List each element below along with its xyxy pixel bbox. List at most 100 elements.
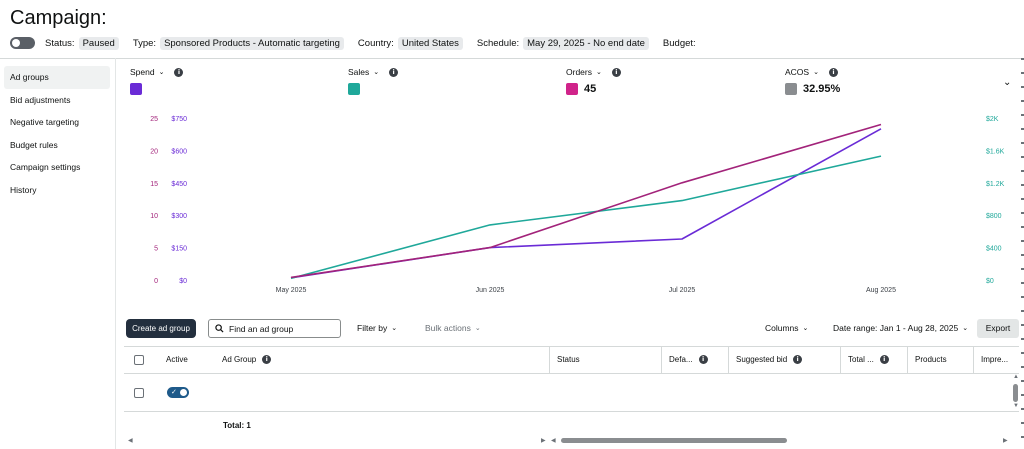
chevron-down-icon[interactable]: ⌄ — [813, 69, 819, 76]
page-scroll-track[interactable] — [1021, 58, 1024, 449]
scroll-right-arrow[interactable]: ▶ — [541, 438, 546, 444]
chevron-down-icon[interactable]: ⌄ — [158, 69, 165, 76]
bulk-actions-dropdown[interactable]: Bulk actions ⌄ — [425, 323, 481, 333]
y-axis-tick-label-orders: 15 — [150, 181, 158, 188]
column-divider — [661, 347, 662, 373]
column-header-status[interactable]: Status — [557, 355, 580, 364]
column-header-suggested-bid-label: Suggested bid — [736, 355, 788, 364]
header-divider — [0, 58, 1024, 59]
info-icon[interactable]: i — [879, 355, 889, 364]
chevron-down-icon: ⌄ — [962, 325, 969, 332]
info-icon[interactable]: i — [793, 355, 803, 364]
metric-spend-selector[interactable]: Spend — [130, 67, 155, 77]
column-divider — [840, 347, 841, 373]
y-axis-tick-label-spend: $300 — [171, 213, 187, 220]
schedule-value: May 29, 2025 - No end date — [523, 36, 649, 50]
search-input[interactable] — [229, 323, 339, 334]
filter-by-dropdown[interactable]: Filter by ⌄ — [357, 323, 397, 333]
column-header-active[interactable]: Active — [166, 355, 188, 364]
column-header-ad-group[interactable]: Ad Group i — [222, 355, 272, 364]
y-axis-tick-label-sales: $0 — [986, 278, 994, 285]
chevron-down-icon[interactable]: ⌄ — [1003, 77, 1012, 88]
type-value: Sponsored Products - Automatic targeting — [160, 36, 344, 50]
y-axis-tick-label-orders: 5 — [154, 246, 158, 253]
schedule-label: Schedule: — [476, 37, 520, 49]
sidebar: Ad groups Bid adjustments Negative targe… — [4, 66, 110, 201]
sidebar-item-bid-adjustments[interactable]: Bid adjustments — [10, 94, 71, 105]
column-header-default-bid-label: Defa... — [669, 355, 693, 364]
campaign-status-toggle[interactable] — [10, 37, 35, 49]
sidebar-item-ad-groups[interactable]: Ad groups — [4, 66, 110, 89]
column-divider — [549, 347, 550, 373]
scroll-left-arrow[interactable]: ◀ — [551, 438, 556, 444]
column-header-total-label: Total ... — [848, 355, 874, 364]
scroll-right-arrow[interactable]: ▶ — [1003, 438, 1008, 444]
scroll-left-arrow[interactable]: ◀ — [128, 438, 133, 444]
vertical-scrollbar-thumb[interactable] — [1013, 384, 1018, 402]
search-box — [208, 319, 341, 338]
country-label: Country: — [357, 37, 394, 49]
create-ad-group-button[interactable]: Create ad group — [126, 319, 196, 338]
table-total: Total: 1 — [223, 421, 251, 430]
metric-sales-selector[interactable]: Sales — [348, 67, 370, 77]
table-top-border — [124, 346, 1019, 347]
metric-sales: Sales ⌄ i — [348, 67, 399, 95]
sidebar-divider — [115, 58, 116, 449]
info-icon[interactable]: i — [174, 67, 184, 77]
metric-spend: Spend ⌄ i — [130, 67, 184, 95]
export-button[interactable]: Export — [977, 319, 1019, 338]
chevron-down-icon: ⌄ — [474, 325, 481, 332]
metric-orders-value: 45 — [584, 83, 597, 95]
y-axis-tick-label-spend: $450 — [171, 181, 187, 188]
y-axis-tick-label-orders: 10 — [150, 213, 158, 220]
info-icon[interactable]: i — [698, 355, 708, 364]
series-line-sales — [290, 155, 882, 280]
chevron-down-icon[interactable]: ⌄ — [373, 69, 380, 76]
campaign-meta-row: Status: Paused Type: Sponsored Products … — [10, 35, 700, 51]
y-axis-tick-label-spend: $150 — [171, 246, 187, 253]
column-header-total[interactable]: Total ... i — [848, 355, 889, 364]
info-icon[interactable]: i — [262, 355, 272, 364]
scroll-down-arrow[interactable]: ▼ — [1013, 403, 1019, 409]
y-axis-tick-label-sales: $800 — [986, 213, 1002, 220]
acos-color-swatch — [785, 83, 797, 95]
status-badge: Paused — [78, 36, 119, 50]
select-all-checkbox[interactable] — [134, 355, 144, 365]
sidebar-item-negative-targeting[interactable]: Negative targeting — [10, 117, 79, 127]
status-label: Status: — [45, 37, 75, 49]
orders-color-swatch — [566, 83, 578, 95]
info-icon[interactable]: i — [611, 67, 621, 77]
column-header-products[interactable]: Products — [915, 355, 947, 364]
country-value: United States — [397, 36, 463, 50]
chevron-down-icon[interactable]: ⌄ — [595, 69, 602, 76]
column-header-suggested-bid[interactable]: Suggested bid i — [736, 355, 803, 364]
info-icon[interactable]: i — [828, 67, 838, 77]
metric-acos-selector[interactable]: ACOS — [785, 67, 810, 77]
row-checkbox[interactable] — [134, 388, 144, 398]
date-range-dropdown[interactable]: Date range: Jan 1 - Aug 28, 2025 ⌄ — [833, 323, 968, 333]
x-axis-tick-label: Jun 2025 — [476, 287, 505, 294]
metric-orders-selector[interactable]: Orders — [566, 67, 592, 77]
type-label: Type: — [132, 37, 157, 49]
y-axis-tick-label-sales: $1.6K — [986, 148, 1005, 155]
y-axis-tick-label-spend: $750 — [171, 116, 187, 123]
metric-orders: Orders ⌄ i 45 — [566, 67, 621, 95]
metric-acos-value: 32.95% — [803, 83, 841, 95]
sidebar-item-budget-rules[interactable]: Budget rules — [10, 139, 58, 150]
x-axis-tick-label: May 2025 — [276, 287, 307, 294]
check-icon: ✓ — [171, 389, 177, 396]
column-header-impressions[interactable]: Impre... — [981, 355, 1009, 364]
horizontal-scrollbar-thumb[interactable] — [561, 438, 787, 443]
metric-acos: ACOS ⌄ i 32.95% — [785, 67, 840, 95]
sidebar-item-history[interactable]: History — [10, 184, 37, 195]
ad-group-active-toggle[interactable]: ✓ — [167, 387, 189, 398]
sidebar-item-campaign-settings[interactable]: Campaign settings — [10, 162, 81, 172]
chevron-down-icon: ⌄ — [802, 325, 809, 332]
y-axis-tick-label-spend: $600 — [171, 148, 187, 155]
columns-dropdown[interactable]: Columns ⌄ — [765, 323, 808, 333]
scroll-up-arrow[interactable]: ▲ — [1013, 374, 1019, 380]
page-title: Campaign: — [10, 7, 107, 29]
column-header-default-bid[interactable]: Defa... i — [669, 355, 708, 364]
performance-chart: 25 20 15 10 5 0 $750 $600 $450 $300 $150 $0 $2K $1.6K… — [150, 116, 1005, 294]
info-icon[interactable]: i — [389, 67, 399, 77]
